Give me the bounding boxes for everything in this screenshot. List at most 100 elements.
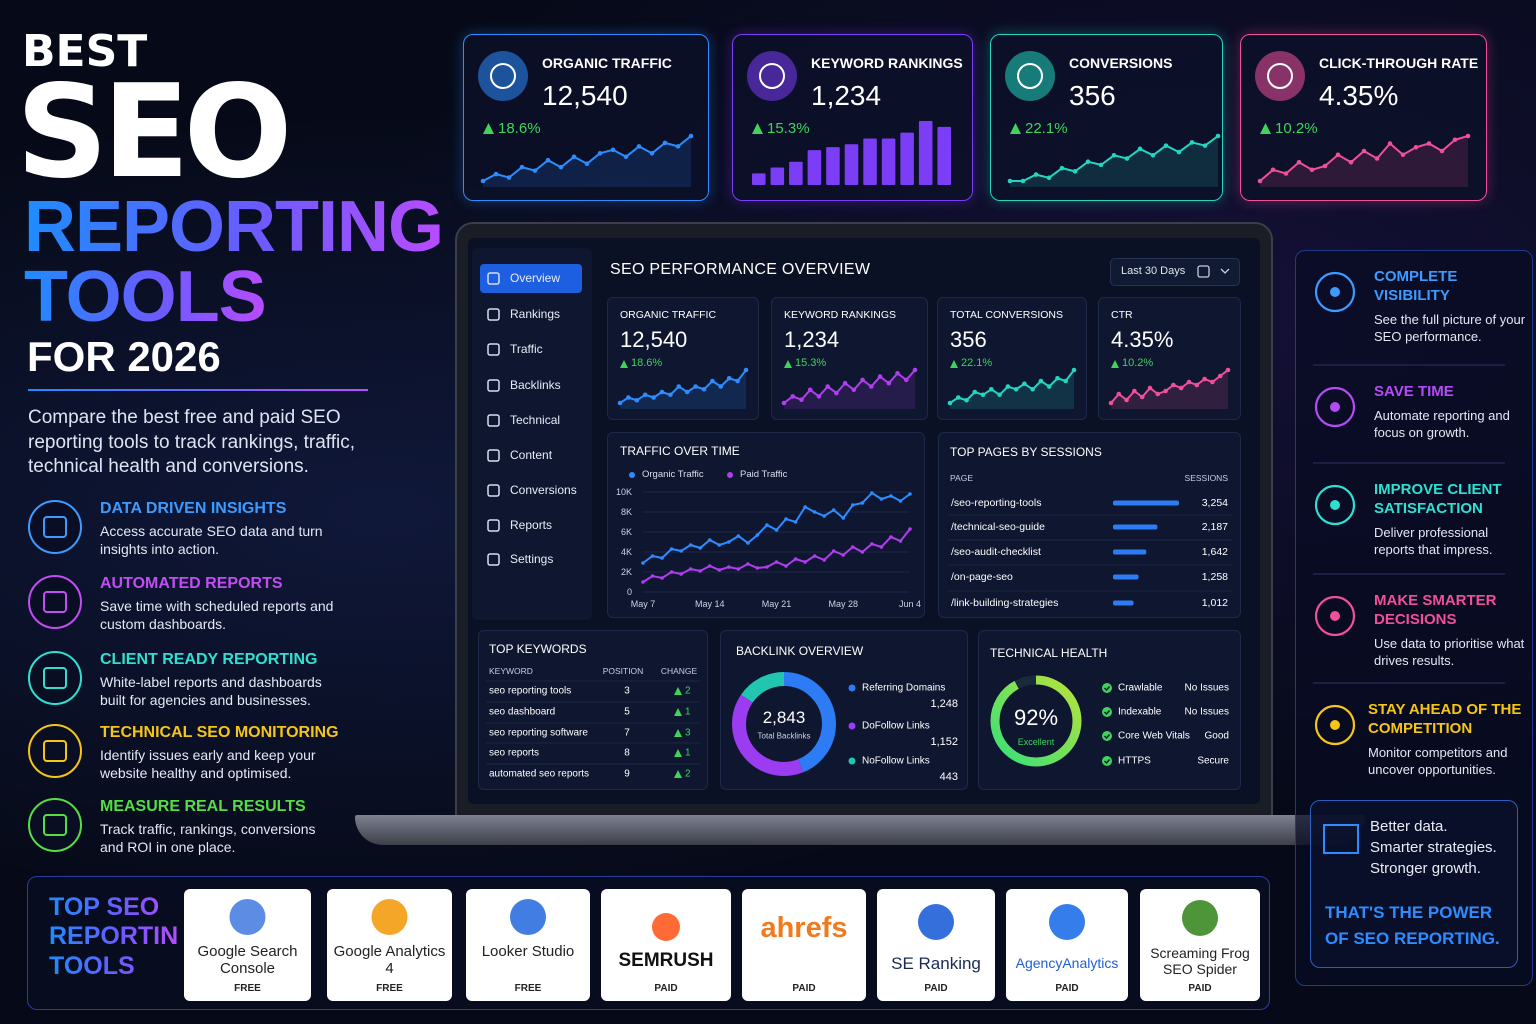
nav-item[interactable]: Traffic [510, 342, 543, 356]
kpi-value: 12,540 [542, 80, 628, 111]
keyword: seo dashboard [489, 706, 556, 718]
feature-icon [28, 500, 82, 554]
x-tick-label: May 7 [630, 599, 656, 609]
tool-name: SEMRUSH [618, 950, 714, 971]
benefit-text: Monitor competitors and uncover opportun… [1368, 744, 1508, 778]
tool-card [742, 889, 866, 1001]
kpi-change: 10.2% [1275, 120, 1318, 137]
feature-icon-glyph [43, 591, 67, 613]
hero-title-line: TOOLS [24, 257, 267, 337]
session-value: 2,187 [1201, 521, 1228, 533]
tool-price: PAID [792, 983, 816, 994]
panel-title: BACKLINK OVERVIEW [736, 644, 864, 658]
nav-item[interactable]: Technical [510, 413, 561, 427]
feature-text: Track traffic, rankings, conversions and… [100, 821, 316, 856]
feature-icon-glyph [43, 814, 67, 836]
mini-kpi-value: 1,234 [784, 327, 840, 352]
tool-name: AgencyAnalytics [1015, 955, 1119, 971]
benefit-title: MAKE SMARTER DECISIONS [1374, 592, 1497, 628]
nav-item[interactable]: Conversions [510, 483, 577, 497]
feature-icon-glyph [43, 667, 67, 689]
panel-title: TOP KEYWORDS [489, 642, 587, 656]
mini-kpi-value: 4.35% [1111, 327, 1174, 352]
nav-item[interactable]: Settings [510, 552, 554, 566]
hero-year: FOR 2026 [27, 333, 221, 380]
page-path: /link-building-strategies [951, 597, 1059, 609]
legend-label: Paid Traffic [740, 469, 788, 480]
keyword-position: 3 [624, 685, 630, 697]
mini-kpi-change: 15.3% [795, 357, 827, 369]
column-header: KEYWORD [489, 666, 533, 676]
benefit: SAVE TIME Automate reporting and focus on… [1374, 383, 1532, 442]
keyword-change: 2 [685, 685, 691, 697]
chart-title: TRAFFIC OVER TIME [620, 444, 740, 458]
nav-item[interactable]: Overview [510, 271, 561, 285]
feature-icon [28, 575, 82, 629]
feature-text: Save time with scheduled reports and cus… [100, 598, 334, 633]
check-status: Secure [1197, 755, 1229, 767]
benefit-title: STAY AHEAD OF THE COMPETITION [1368, 701, 1522, 737]
keyword-change: 2 [685, 768, 691, 780]
tool-price: PAID [654, 983, 678, 994]
mini-kpi-label: ORGANIC TRAFFIC [620, 309, 717, 321]
legend-value: 1,152 [930, 736, 958, 748]
kpi-change: 15.3% [767, 120, 810, 137]
nav-item[interactable]: Content [510, 448, 553, 462]
legend-label: Organic Traffic [642, 469, 704, 480]
session-value: 3,254 [1201, 497, 1228, 509]
tool-name: Google Analytics 4 [333, 943, 446, 977]
kpi-value: 1,234 [811, 80, 882, 111]
legend-value: 1,248 [930, 698, 958, 710]
nav-item[interactable]: Rankings [510, 307, 561, 321]
feature-icon-glyph [43, 740, 67, 762]
tool-name: Google Search Console [197, 943, 298, 977]
feature-title: DATA DRIVEN INSIGHTS [100, 500, 287, 517]
dashboard-title: SEO PERFORMANCE OVERVIEW [610, 261, 871, 278]
session-value: 1,258 [1201, 571, 1228, 583]
check-name: Indexable [1118, 706, 1162, 718]
session-value: 1,012 [1201, 597, 1228, 609]
keywords-panel [478, 630, 708, 790]
benefit: COMPLETE VISIBILITY See the full picture … [1374, 268, 1532, 346]
keyword: seo reporting tools [489, 685, 572, 697]
benefit-title: IMPROVE CLIENT SATISFACTION [1374, 481, 1502, 517]
mini-kpi-value: 356 [950, 327, 987, 352]
mini-kpi-value: 12,540 [620, 327, 688, 352]
mini-kpi-label: CTR [1111, 309, 1133, 321]
feature-text: Access accurate SEO data and turn insigh… [100, 523, 323, 558]
column-header: POSITION [602, 666, 644, 676]
donut-total: 2,843 [762, 708, 806, 727]
check-name: HTTPS [1118, 755, 1151, 767]
tagline-line: Smarter strategies. [1370, 839, 1497, 856]
keyword-change: 1 [685, 747, 691, 759]
tool-price: PAID [1055, 983, 1079, 994]
benefit-text: Deliver professional reports that impres… [1374, 524, 1493, 558]
benefit: MAKE SMARTER DECISIONS Use data to priori… [1374, 592, 1532, 670]
check-name: Core Web Vitals [1118, 730, 1190, 742]
x-tick-label: May 21 [761, 599, 792, 609]
x-tick-label: May 14 [694, 599, 725, 609]
hero-title-line: REPORTING [24, 187, 444, 267]
kpi-value: 356 [1069, 80, 1116, 111]
kpi-change: 18.6% [498, 120, 541, 137]
kpi-value: 4.35% [1319, 80, 1399, 111]
date-range [1110, 258, 1240, 286]
nav-item[interactable]: Reports [510, 518, 553, 532]
hero-intro: Compare the best free and paid SEO repor… [28, 407, 356, 478]
tool-name: Screaming Frog SEO Spider [1150, 945, 1250, 977]
feature-title: MEASURE REAL RESULTS [100, 798, 306, 815]
date-range-label[interactable]: Last 30 Days [1121, 265, 1186, 277]
tool-name: Looker Studio [481, 943, 575, 960]
tool-card [601, 889, 731, 1001]
nav-item[interactable]: Backlinks [510, 378, 561, 392]
keyword-position: 7 [624, 727, 630, 739]
tools-title: TOP SEO REPORTING TOOLS [49, 893, 198, 980]
x-tick-label: May 28 [828, 599, 859, 609]
tool-price: PAID [1188, 983, 1212, 994]
column-header: CHANGE [660, 666, 698, 676]
session-value: 1,642 [1201, 546, 1228, 558]
benefit-title: SAVE TIME [1374, 383, 1454, 400]
feature-icon [28, 651, 82, 705]
gauge-score: 92% [1013, 705, 1059, 730]
